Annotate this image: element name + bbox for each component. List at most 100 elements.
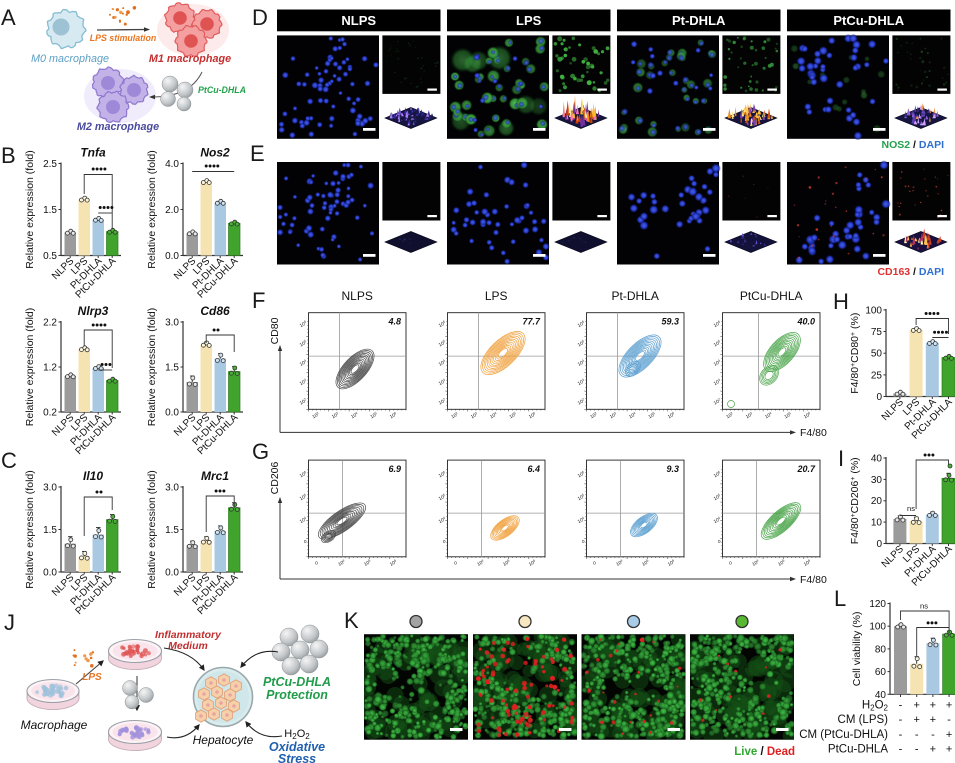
svg-text:103: 103	[298, 378, 308, 387]
svg-text:105: 105	[363, 558, 373, 567]
svg-text:4.8: 4.8	[387, 317, 401, 327]
svg-text:104: 104	[437, 358, 447, 367]
svg-text:CM (PtCu-DHLA): CM (PtCu-DHLA)	[799, 729, 888, 741]
svg-text:LPS: LPS	[485, 289, 508, 303]
svg-text:104: 104	[337, 558, 347, 567]
svg-text:75: 75	[871, 327, 883, 338]
svg-text:103: 103	[712, 378, 722, 387]
svg-text:106: 106	[667, 411, 677, 420]
svg-text:M0 macrophage: M0 macrophage	[31, 53, 109, 65]
svg-text:102: 102	[450, 411, 460, 420]
svg-text:LPS: LPS	[82, 672, 102, 683]
svg-text:CM (LPS): CM (LPS)	[838, 714, 889, 726]
svg-text:20.7: 20.7	[796, 464, 816, 474]
svg-text:0.0: 0.0	[165, 251, 179, 262]
svg-text:2.0: 2.0	[165, 205, 179, 216]
svg-text:104: 104	[615, 558, 625, 567]
svg-text:103: 103	[745, 411, 755, 420]
svg-text:105: 105	[641, 558, 651, 567]
svg-text:106: 106	[437, 470, 447, 479]
svg-text:Hepatocyte: Hepatocyte	[193, 733, 254, 747]
svg-text:105: 105	[712, 339, 722, 348]
svg-text:105: 105	[502, 558, 512, 567]
svg-text:0: 0	[582, 539, 585, 545]
svg-text:ns: ns	[907, 504, 915, 513]
svg-text:1.2: 1.2	[43, 363, 57, 374]
svg-text:+: +	[930, 714, 936, 726]
svg-text:102: 102	[311, 411, 321, 420]
svg-text:0: 0	[876, 539, 882, 550]
svg-text:Tnfa: Tnfa	[80, 146, 106, 160]
svg-text:NLPS: NLPS	[342, 289, 373, 303]
svg-text:0.5: 0.5	[43, 251, 57, 262]
svg-text:50: 50	[871, 349, 883, 360]
svg-text:2.5: 2.5	[43, 159, 57, 170]
svg-text:106: 106	[298, 320, 308, 329]
svg-text:106: 106	[389, 411, 399, 420]
svg-text:105: 105	[298, 493, 308, 502]
svg-text:-: -	[915, 729, 919, 741]
svg-text:9.3: 9.3	[666, 464, 679, 474]
svg-text:105: 105	[647, 411, 657, 420]
svg-text:+: +	[930, 699, 936, 711]
svg-text:106: 106	[437, 320, 447, 329]
svg-text:0: 0	[729, 560, 732, 566]
svg-text:Medium: Medium	[168, 640, 208, 652]
svg-text:105: 105	[777, 558, 787, 567]
svg-text:CD163 / DAPI: CD163 / DAPI	[877, 266, 944, 278]
svg-text:1.5: 1.5	[165, 363, 179, 374]
svg-text:LPS stimulation: LPS stimulation	[90, 33, 156, 43]
svg-text:Relative expression (fold): Relative expression (fold)	[146, 308, 158, 426]
svg-text:103: 103	[609, 411, 619, 420]
svg-text:F4/80: F4/80	[800, 574, 827, 586]
svg-text:105: 105	[576, 339, 586, 348]
svg-text:105: 105	[508, 411, 518, 420]
svg-text:6.4: 6.4	[527, 464, 540, 474]
svg-text:104: 104	[628, 411, 638, 420]
svg-text:104: 104	[576, 358, 586, 367]
svg-text:105: 105	[576, 493, 586, 502]
svg-text:-: -	[899, 714, 903, 726]
svg-text:Relative expression (fold): Relative expression (fold)	[146, 470, 158, 588]
svg-text:104: 104	[476, 558, 486, 567]
svg-text:1.5: 1.5	[165, 525, 179, 536]
svg-text:-: -	[899, 699, 903, 711]
svg-text:Oxidative: Oxidative	[269, 740, 325, 754]
svg-text:Cd86: Cd86	[200, 304, 230, 318]
svg-text:NLPS: NLPS	[341, 13, 376, 28]
svg-text:2.2: 2.2	[43, 318, 57, 329]
svg-text:Mrc1: Mrc1	[201, 469, 229, 483]
svg-text:104: 104	[576, 516, 586, 525]
svg-text:103: 103	[331, 411, 341, 420]
svg-text:102: 102	[298, 397, 308, 406]
svg-text:0: 0	[718, 539, 721, 545]
svg-text:3.0: 3.0	[165, 318, 179, 329]
svg-text:Relative expression (fold): Relative expression (fold)	[24, 470, 36, 588]
svg-text:+: +	[913, 714, 919, 726]
svg-text:105: 105	[437, 339, 447, 348]
svg-text:PtCu-DHLA: PtCu-DHLA	[198, 85, 246, 95]
svg-text:59.3: 59.3	[661, 317, 679, 327]
svg-text:20: 20	[871, 496, 883, 507]
svg-text:CD206: CD206	[269, 461, 281, 494]
svg-text:106: 106	[576, 470, 586, 479]
svg-text:Nlrp3: Nlrp3	[78, 304, 109, 318]
svg-text:Stress: Stress	[278, 752, 316, 763]
svg-text:106: 106	[576, 320, 586, 329]
svg-text:0: 0	[304, 539, 307, 545]
svg-text:106: 106	[712, 470, 722, 479]
svg-text:Inflammatory: Inflammatory	[155, 629, 222, 641]
svg-text:+: +	[913, 699, 919, 711]
svg-text:104: 104	[298, 358, 308, 367]
svg-text:3.0: 3.0	[43, 483, 57, 494]
svg-text:105: 105	[783, 411, 793, 420]
svg-text:3.0: 3.0	[165, 483, 179, 494]
svg-text:PtCu-DHLA: PtCu-DHLA	[828, 744, 888, 756]
svg-text:NOS2 / DAPI: NOS2 / DAPI	[882, 139, 945, 151]
svg-text:105: 105	[298, 339, 308, 348]
svg-text:105: 105	[369, 411, 379, 420]
svg-text:80: 80	[875, 644, 887, 655]
svg-text:M1 macrophage: M1 macrophage	[149, 53, 231, 65]
svg-text:102: 102	[576, 397, 586, 406]
svg-text:H2O2: H2O2	[284, 728, 310, 741]
